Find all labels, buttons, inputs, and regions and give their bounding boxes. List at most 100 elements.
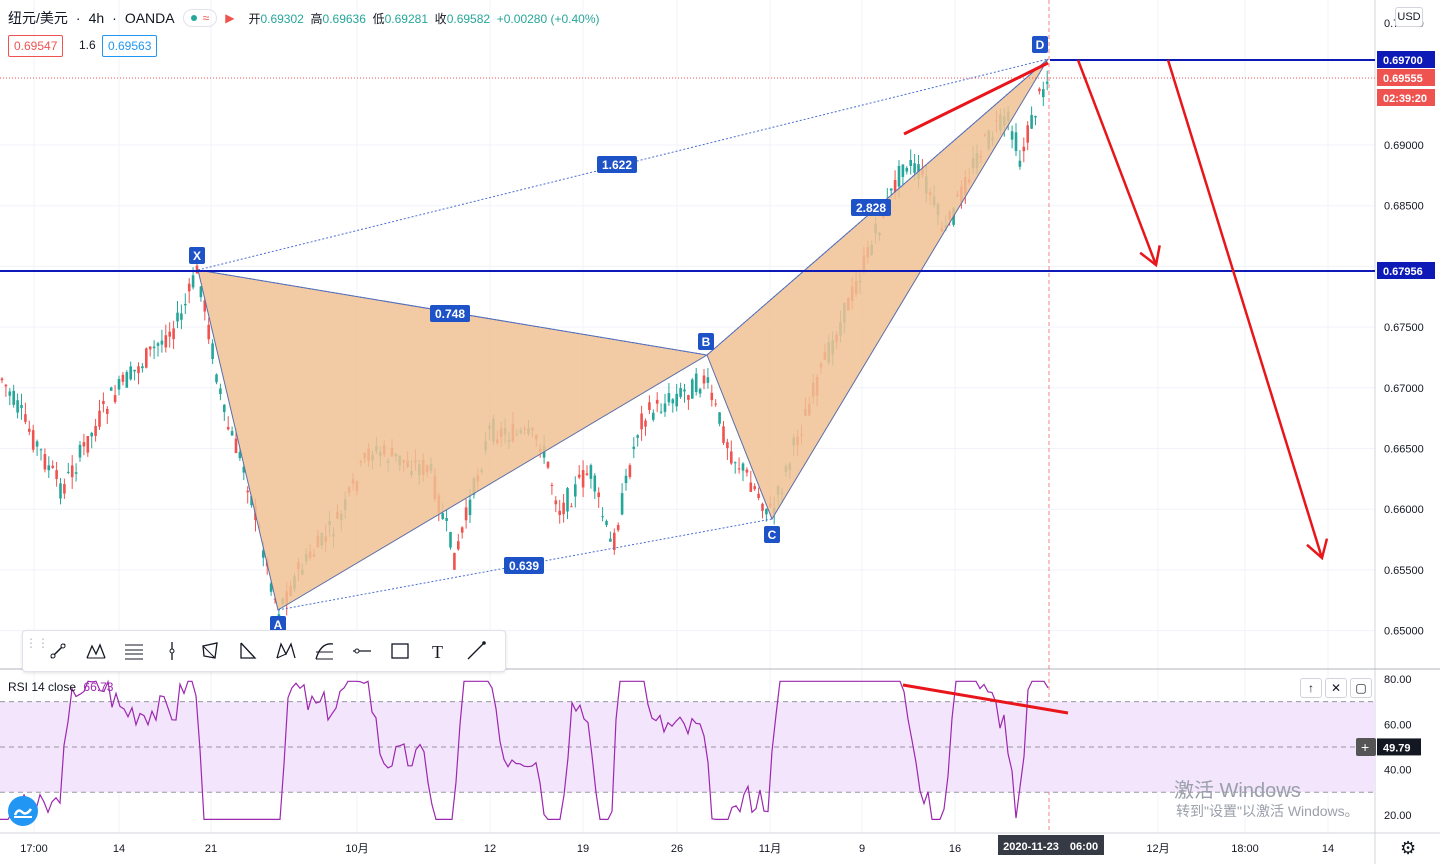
candle-body: [753, 486, 756, 490]
move-up-icon[interactable]: ↑: [1300, 678, 1322, 698]
low-value: 0.69281: [384, 11, 428, 26]
header-separator: ·: [75, 10, 81, 26]
spread-text: 1.6: [79, 38, 96, 52]
candle-body: [156, 343, 160, 346]
candle-body: [613, 532, 616, 550]
gann-icon[interactable]: [305, 633, 343, 669]
candle-body: [180, 313, 183, 320]
svg-text:C: C: [768, 528, 777, 542]
candle-body: [441, 513, 444, 519]
candle-body: [0, 378, 4, 381]
candle-body: [199, 286, 203, 298]
price-label-last: [1377, 69, 1435, 86]
spread-value: 1.6: [74, 35, 101, 55]
approx-icon: ≈: [202, 11, 210, 25]
rsi-crosshair-plus-icon: [1356, 738, 1376, 756]
flag-icon[interactable]: ▶: [225, 11, 235, 25]
candle-body: [718, 412, 721, 424]
interval-label[interactable]: 4h: [88, 10, 105, 26]
candle-body: [675, 393, 678, 407]
candle-body: [28, 428, 31, 432]
svg-text:B: B: [702, 335, 711, 349]
candle-body: [550, 484, 554, 486]
candle-body: [468, 499, 472, 516]
candle-body: [624, 475, 628, 484]
candle-body: [905, 167, 909, 172]
time-tick-label: 12月: [1146, 843, 1169, 855]
candle-body: [242, 466, 246, 473]
exchange-label: OANDA: [124, 10, 175, 26]
candle-body: [106, 408, 109, 414]
price-label-level-x: [1377, 262, 1435, 279]
rectangle-icon[interactable]: [381, 633, 419, 669]
candle-body: [125, 372, 129, 388]
rsi-cursor-value: 49.79: [1383, 742, 1411, 754]
currency-button[interactable]: USD: [1395, 7, 1423, 27]
candle-body: [620, 493, 624, 515]
time-tick-label: 18:00: [1231, 843, 1259, 855]
candle-body: [597, 492, 600, 498]
horizontal-ray-icon[interactable]: [343, 633, 381, 669]
bar-countdown-text: 02:39:20: [1383, 93, 1427, 105]
polygon-icon[interactable]: [191, 633, 229, 669]
rsi-tick-label: 40.00: [1384, 765, 1412, 777]
candle-body: [168, 331, 171, 337]
candle-body: [640, 413, 643, 430]
candle-body: [601, 516, 604, 518]
time-tick-label: 12: [484, 843, 496, 855]
tradingview-logo[interactable]: [8, 796, 38, 826]
candle-body: [238, 451, 242, 459]
sell-price-button[interactable]: 0.69547: [8, 35, 64, 57]
candle-body: [39, 449, 43, 451]
candle-body: [897, 165, 901, 187]
price-tick-label: 0.69000: [1384, 140, 1424, 152]
candle-body: [726, 442, 729, 449]
candle-body: [195, 265, 199, 274]
rsi-title[interactable]: RSI 14 close: [8, 680, 77, 694]
candle-body: [909, 160, 912, 166]
market-status-pill[interactable]: ≈: [182, 9, 218, 27]
vertical-line-icon[interactable]: [153, 633, 191, 669]
fib-icon[interactable]: [115, 633, 153, 669]
candle-body: [749, 482, 753, 492]
candle-body: [35, 441, 39, 447]
close-icon[interactable]: ✕: [1325, 678, 1347, 698]
candle-body: [632, 446, 636, 450]
candle-body: [722, 426, 725, 443]
time-cursor-time-box: [1064, 835, 1104, 855]
symbol-name[interactable]: 纽元/美元: [8, 10, 68, 26]
candle-body: [570, 506, 573, 508]
candle-body: [577, 474, 581, 478]
settings-gear-icon[interactable]: ⚙: [1400, 838, 1417, 858]
trend-line-icon[interactable]: [39, 633, 77, 669]
candle-body: [78, 444, 82, 458]
pattern-icon[interactable]: [77, 633, 115, 669]
candle-body: [913, 163, 916, 173]
ratio-label-xb: 0.748: [430, 305, 470, 322]
svg-text:T: T: [432, 642, 443, 662]
price-tick-label: 0.65000: [1384, 626, 1424, 638]
candle-body: [574, 484, 577, 497]
maximize-pane-icon[interactable]: ▢: [1350, 678, 1372, 698]
candle-body: [262, 550, 265, 558]
svg-text:2.828: 2.828: [856, 201, 886, 215]
candle-body: [1022, 146, 1026, 152]
ratio-label-bd: 2.828: [851, 199, 891, 216]
line-icon[interactable]: [457, 633, 495, 669]
ratio-label-ac: 0.639: [504, 557, 544, 574]
buy-price-button[interactable]: 0.69563: [102, 35, 158, 57]
high-label: 高: [310, 11, 323, 26]
text-icon[interactable]: T: [419, 633, 457, 669]
triangle-icon[interactable]: [229, 633, 267, 669]
candle-body: [449, 531, 452, 548]
xabcd-icon[interactable]: [267, 633, 305, 669]
candle-body: [43, 454, 47, 470]
candle-body: [445, 518, 448, 521]
candle-body: [98, 410, 101, 427]
toolbar-grip-icon[interactable]: ⋮⋮: [25, 636, 49, 650]
market-open-dot-icon: [190, 15, 197, 21]
candle-body: [687, 395, 690, 400]
candle-body: [4, 384, 8, 387]
